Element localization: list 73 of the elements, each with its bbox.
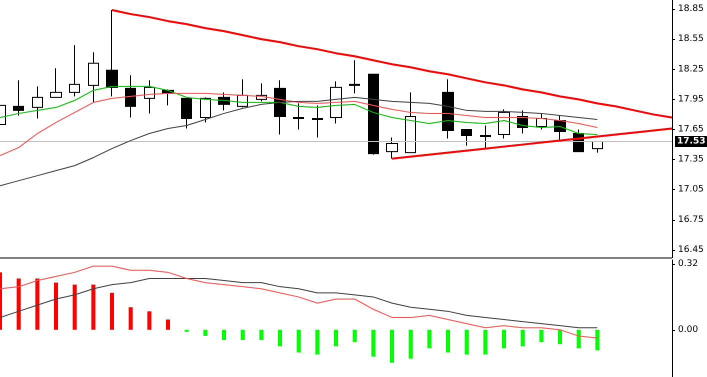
bar bbox=[502, 330, 506, 348]
candlestick bbox=[144, 80, 155, 114]
candlestick bbox=[274, 80, 286, 136]
candlestick bbox=[32, 86, 43, 119]
bar bbox=[16, 278, 21, 330]
bar bbox=[390, 330, 394, 363]
bar bbox=[334, 330, 338, 346]
candlestick bbox=[50, 68, 62, 98]
bar bbox=[91, 284, 96, 330]
bar bbox=[539, 330, 544, 342]
candlestick bbox=[106, 10, 118, 97]
line-series bbox=[0, 266, 598, 338]
candlestick bbox=[88, 52, 99, 103]
y-tick-label: 18.25 bbox=[678, 64, 704, 74]
bar bbox=[72, 284, 77, 330]
bar bbox=[35, 278, 40, 330]
candlestick bbox=[368, 74, 379, 156]
y-tick-label: 18.55 bbox=[678, 34, 704, 44]
bar bbox=[558, 330, 562, 344]
y-tick-label: 17.95 bbox=[678, 94, 704, 104]
line-series bbox=[0, 92, 598, 156]
candlestick bbox=[312, 104, 323, 138]
y-tick-label: 17.05 bbox=[678, 184, 704, 195]
y-tick-label: 16.45 bbox=[678, 244, 704, 255]
candlestick bbox=[405, 92, 416, 154]
bar bbox=[595, 330, 600, 350]
bar bbox=[576, 330, 581, 348]
bar bbox=[427, 330, 432, 348]
candlestick bbox=[386, 137, 398, 160]
bar bbox=[259, 330, 264, 340]
y-tick-label: 17.35 bbox=[678, 154, 704, 165]
line-series bbox=[0, 86, 598, 136]
bar bbox=[446, 330, 450, 352]
y-tick-label: 18.85 bbox=[678, 4, 704, 14]
bar bbox=[110, 292, 114, 330]
y-tick-label: 0.00 bbox=[678, 324, 698, 335]
candlestick bbox=[498, 108, 510, 140]
bar bbox=[240, 330, 245, 340]
y-tick-label: 0.32 bbox=[678, 259, 698, 270]
line-series bbox=[0, 278, 598, 328]
bar bbox=[128, 307, 133, 330]
candlestick bbox=[592, 141, 603, 154]
candlestick bbox=[200, 96, 211, 123]
bar bbox=[352, 330, 357, 342]
candlestick bbox=[181, 98, 192, 129]
bar bbox=[520, 330, 525, 346]
candlestick bbox=[293, 102, 304, 130]
y-tick-label: 16.75 bbox=[678, 214, 704, 225]
candlestick bbox=[461, 129, 472, 146]
bar bbox=[296, 330, 301, 352]
candlestick bbox=[125, 74, 136, 118]
bar bbox=[464, 330, 469, 354]
bar bbox=[147, 311, 152, 330]
candlestick bbox=[69, 44, 80, 97]
bar bbox=[483, 330, 488, 354]
candlestick bbox=[349, 60, 360, 94]
candlestick bbox=[13, 80, 24, 116]
candlestick bbox=[480, 124, 491, 150]
candlestick bbox=[442, 78, 454, 140]
bar bbox=[166, 320, 170, 330]
line-series bbox=[391, 128, 673, 160]
bar bbox=[203, 330, 208, 336]
bar bbox=[408, 330, 413, 359]
line-series bbox=[111, 9, 673, 118]
ref-line-label: 17.53 bbox=[677, 136, 706, 147]
bar bbox=[222, 330, 226, 340]
bar bbox=[371, 330, 376, 356]
bar bbox=[315, 330, 320, 354]
y-tick-label: 17.65 bbox=[678, 124, 704, 134]
bar bbox=[54, 282, 58, 330]
line-series bbox=[0, 96, 598, 186]
candlestick bbox=[536, 112, 547, 130]
bar bbox=[278, 330, 282, 346]
